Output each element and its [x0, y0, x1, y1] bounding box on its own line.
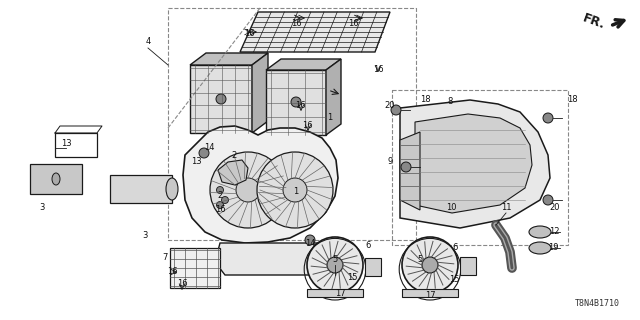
Bar: [55, 133, 97, 157]
Circle shape: [283, 178, 307, 202]
Text: 17: 17: [425, 291, 435, 300]
Circle shape: [422, 257, 438, 273]
Polygon shape: [415, 114, 532, 213]
Bar: [266, 70, 326, 135]
Circle shape: [199, 148, 209, 158]
Text: 6: 6: [365, 241, 371, 250]
Polygon shape: [252, 53, 268, 133]
Text: 11: 11: [500, 204, 511, 212]
Bar: [170, 248, 220, 288]
Text: 15: 15: [347, 274, 357, 283]
Text: 3: 3: [142, 230, 148, 239]
Ellipse shape: [166, 178, 178, 200]
Text: 1: 1: [328, 114, 333, 123]
Text: 15: 15: [449, 275, 460, 284]
Polygon shape: [326, 59, 341, 135]
Text: 4: 4: [145, 37, 150, 46]
Text: 14: 14: [305, 238, 316, 247]
Text: 16: 16: [372, 66, 383, 75]
Circle shape: [543, 113, 553, 123]
Circle shape: [305, 235, 315, 245]
Text: 5: 5: [417, 255, 422, 265]
Text: 5: 5: [332, 255, 338, 265]
Circle shape: [216, 94, 226, 104]
Ellipse shape: [529, 242, 551, 254]
Circle shape: [257, 152, 333, 228]
Bar: [365, 258, 381, 276]
Text: 13: 13: [191, 156, 202, 165]
Polygon shape: [400, 100, 550, 228]
Polygon shape: [266, 59, 341, 70]
Polygon shape: [400, 132, 420, 210]
Text: 6: 6: [452, 244, 458, 252]
Polygon shape: [190, 53, 268, 65]
Bar: [168, 8, 416, 240]
Text: 16: 16: [348, 20, 358, 28]
Text: 16: 16: [294, 100, 305, 109]
Circle shape: [216, 187, 223, 194]
Text: 2: 2: [232, 150, 237, 159]
Polygon shape: [218, 160, 248, 185]
Text: 16: 16: [177, 278, 188, 287]
Text: T8N4B1710: T8N4B1710: [575, 299, 620, 308]
Text: 16: 16: [291, 20, 301, 28]
Bar: [307, 289, 363, 297]
Text: 20: 20: [550, 203, 560, 212]
Text: 2: 2: [218, 190, 223, 199]
Text: 7: 7: [163, 253, 168, 262]
Text: 13: 13: [61, 139, 71, 148]
Text: 10: 10: [445, 203, 456, 212]
Circle shape: [221, 196, 228, 204]
Text: 8: 8: [447, 98, 452, 107]
Circle shape: [291, 97, 301, 107]
Bar: [402, 289, 458, 297]
Circle shape: [543, 195, 553, 205]
Text: 3: 3: [39, 203, 45, 212]
Circle shape: [236, 178, 260, 202]
Bar: [392, 90, 568, 245]
Text: 1: 1: [293, 188, 299, 196]
Ellipse shape: [52, 173, 60, 185]
Text: 16: 16: [214, 205, 225, 214]
Bar: [110, 175, 172, 203]
Text: 12: 12: [548, 228, 559, 236]
Text: 17: 17: [335, 290, 346, 299]
Text: 16: 16: [166, 268, 177, 276]
Polygon shape: [240, 12, 390, 52]
Bar: [190, 65, 252, 133]
Text: 16: 16: [301, 122, 312, 131]
Text: 18: 18: [420, 95, 430, 105]
Text: 18: 18: [566, 95, 577, 105]
Circle shape: [307, 237, 363, 293]
Text: 16: 16: [244, 28, 254, 37]
Bar: [30, 164, 82, 194]
Text: 9: 9: [387, 157, 392, 166]
Circle shape: [401, 162, 411, 172]
Bar: [460, 257, 476, 275]
Circle shape: [402, 237, 458, 293]
Text: FR.: FR.: [581, 12, 607, 32]
Polygon shape: [183, 126, 338, 243]
Polygon shape: [215, 243, 338, 275]
Circle shape: [327, 257, 343, 273]
Text: 14: 14: [204, 143, 214, 153]
Text: 20: 20: [385, 100, 396, 109]
Text: 19: 19: [548, 244, 558, 252]
Circle shape: [210, 152, 286, 228]
Circle shape: [216, 202, 223, 209]
Circle shape: [391, 105, 401, 115]
Ellipse shape: [529, 226, 551, 238]
